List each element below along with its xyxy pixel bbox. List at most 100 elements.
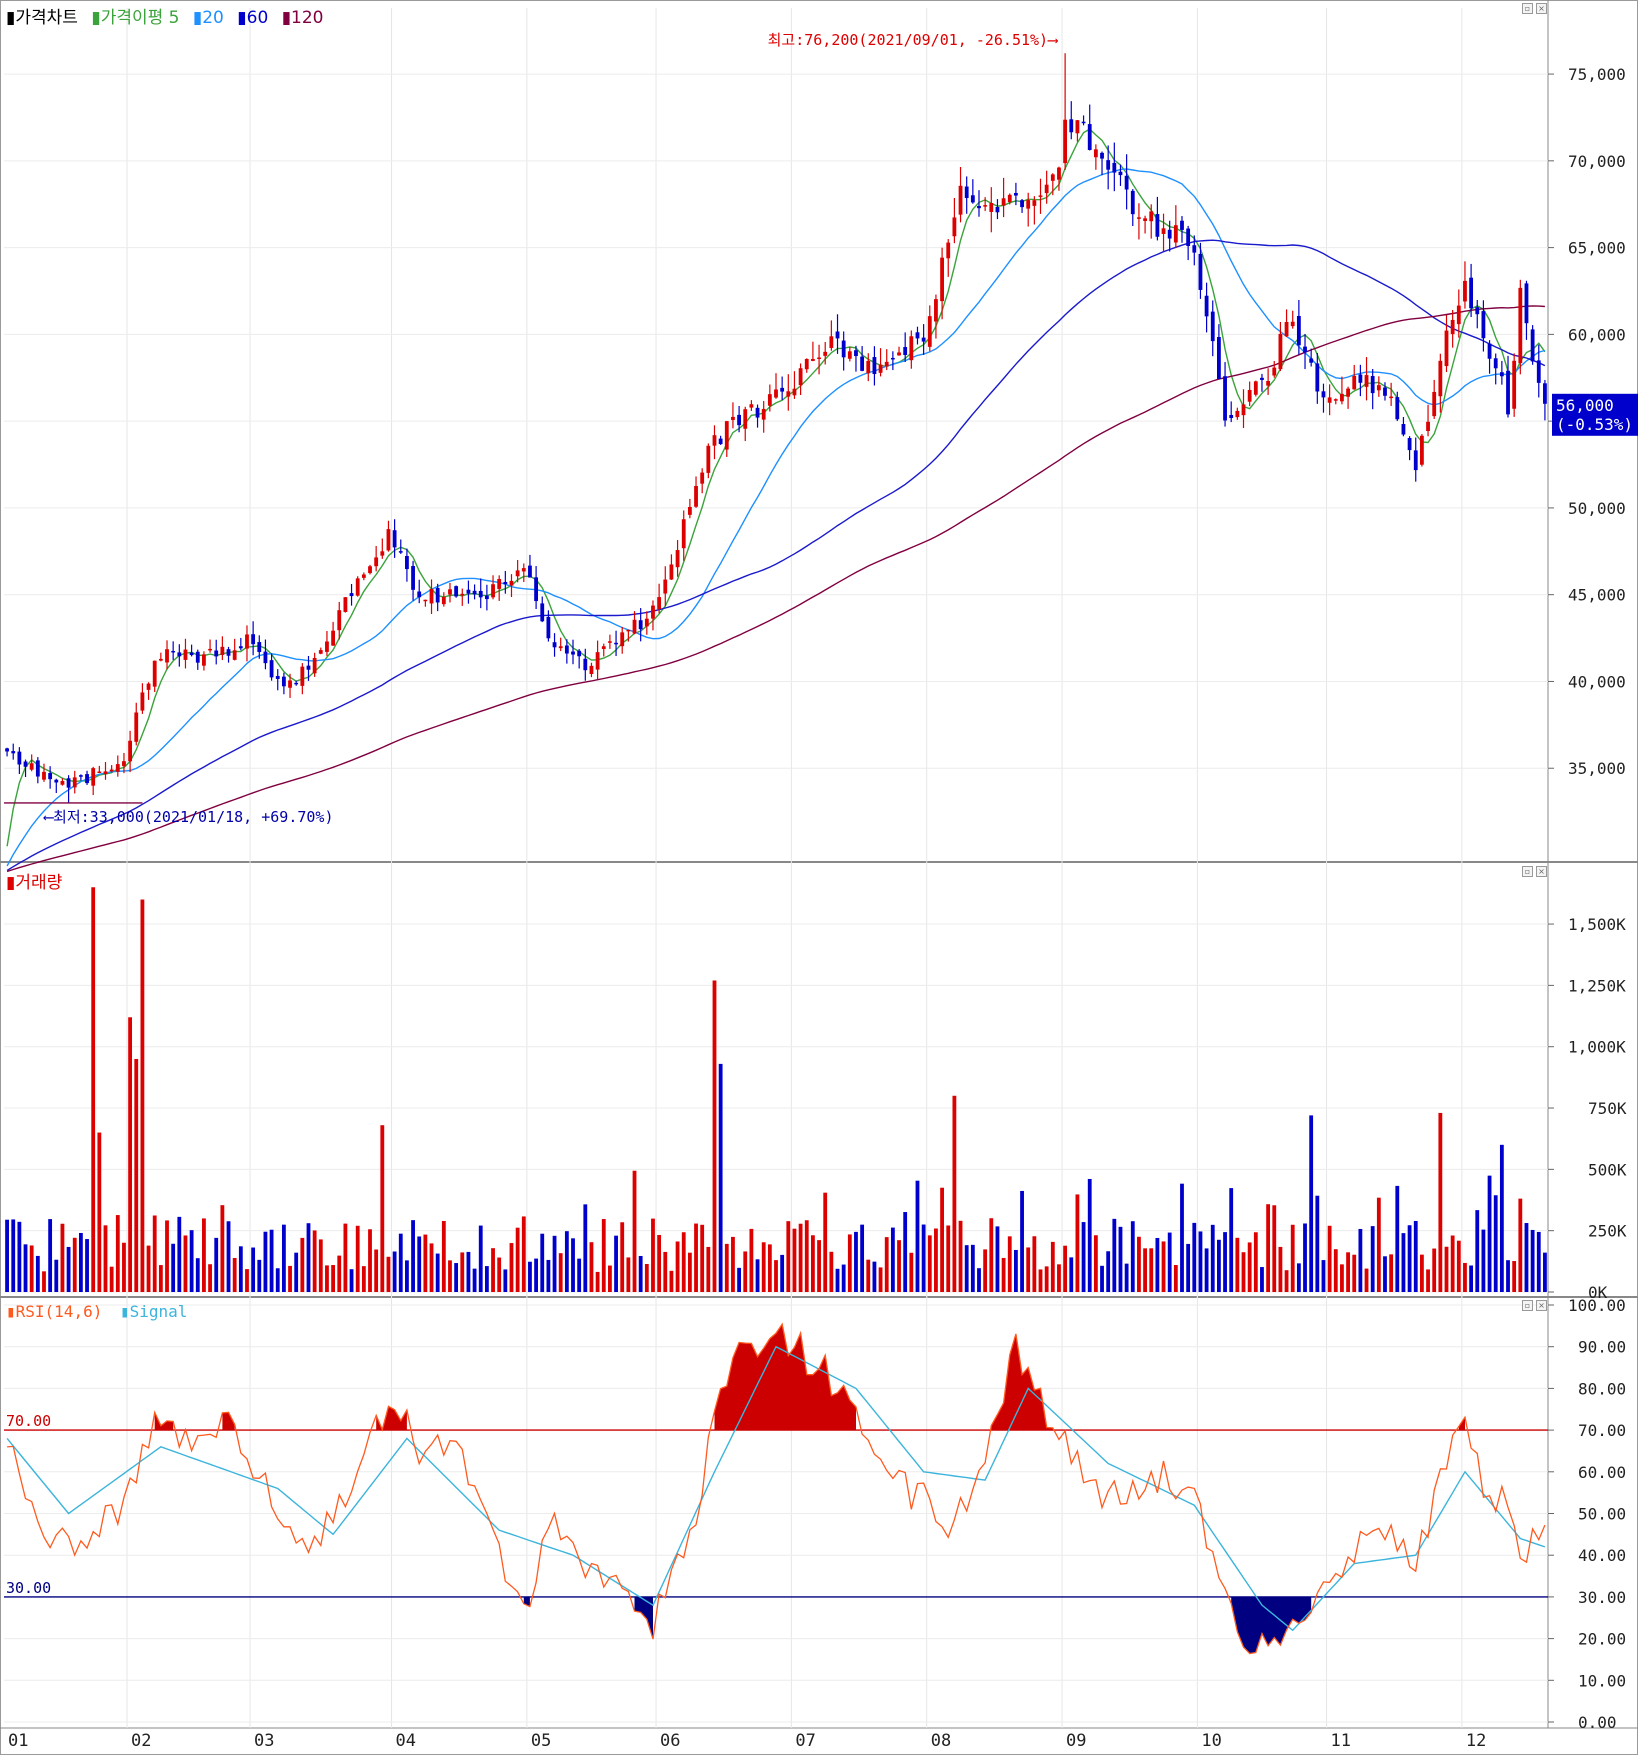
candle-body <box>1253 381 1258 395</box>
volume-bar <box>890 1227 895 1292</box>
candle-body <box>238 646 243 649</box>
close-icon[interactable]: × <box>1536 866 1547 877</box>
minimize-icon[interactable]: ▫ <box>1522 866 1533 877</box>
candle-body <box>817 357 821 360</box>
candle-body <box>1358 374 1363 383</box>
candle-body <box>1352 375 1357 390</box>
volume-bar <box>927 1235 932 1292</box>
volume-bar <box>417 1236 422 1292</box>
volume-bar <box>970 1244 975 1292</box>
volume-bar <box>534 1258 539 1292</box>
volume-bar <box>1272 1205 1277 1292</box>
candle-body <box>1543 383 1547 404</box>
volume-bar <box>103 1225 108 1292</box>
volume-bar <box>946 1225 951 1292</box>
candle-body <box>509 580 514 586</box>
volume-bar <box>140 899 145 1292</box>
candle-body <box>571 651 575 655</box>
volume-bar <box>1346 1252 1350 1292</box>
candle-body <box>454 586 459 597</box>
candle-body <box>429 588 434 604</box>
volume-bar <box>423 1234 428 1292</box>
volume-bar <box>651 1218 655 1292</box>
candle-body <box>614 642 618 645</box>
candle-body <box>1290 321 1295 327</box>
volume-bar <box>909 1252 914 1292</box>
rsi-legend: ▮RSI(14,6) ▮Signal <box>6 1302 195 1321</box>
candle-body <box>386 529 391 551</box>
candle-body <box>1346 388 1350 397</box>
x-tick-label: 07 <box>795 1731 815 1751</box>
volume-bar <box>1013 1249 1018 1292</box>
candle-body <box>521 568 526 572</box>
volume-bar <box>97 1132 102 1292</box>
minimize-icon[interactable]: ▫ <box>1522 1300 1533 1311</box>
legend-signal[interactable]: ▮Signal <box>119 1302 188 1321</box>
x-tick-label: 11 <box>1331 1731 1351 1751</box>
legend-price-chart[interactable]: ▮가격차트 <box>6 8 78 28</box>
price-y-tick-label: 65,000 <box>1568 239 1626 258</box>
candle-body <box>1530 329 1535 362</box>
candle-body <box>398 551 403 553</box>
volume-bar <box>405 1260 409 1292</box>
x-tick-label: 08 <box>931 1731 951 1751</box>
candle-body <box>1536 360 1541 383</box>
volume-y-tick-label: 500K <box>1588 1160 1627 1179</box>
candle-body <box>1499 372 1504 377</box>
candle-body <box>1512 360 1517 409</box>
close-icon[interactable]: × <box>1536 1300 1547 1311</box>
volume-bar <box>1278 1246 1283 1292</box>
volume-bar <box>23 1244 28 1292</box>
candle-body <box>860 356 865 371</box>
volume-bar <box>1438 1112 1443 1292</box>
volume-bar <box>429 1243 434 1292</box>
volume-bar <box>245 1269 249 1292</box>
candle-body <box>1278 333 1283 370</box>
candle-body <box>85 774 89 784</box>
volume-bar <box>11 1219 16 1292</box>
volume-bar <box>54 1259 59 1292</box>
volume-legend[interactable]: ▮거래량 <box>6 873 63 893</box>
candle-body <box>847 351 852 359</box>
volume-bar <box>1253 1232 1258 1292</box>
volume-bar <box>460 1252 465 1292</box>
volume-bar <box>1118 1226 1123 1292</box>
volume-bar <box>257 1259 262 1292</box>
rsi-y-tick-label: 90.00 <box>1578 1338 1626 1357</box>
candle-body <box>866 360 871 374</box>
volume-bar <box>638 1255 643 1292</box>
legend-ma5[interactable]: ▮가격이평 5 <box>91 8 180 28</box>
volume-bar <box>1340 1264 1344 1292</box>
candle-body <box>1007 194 1012 203</box>
volume-bar <box>1112 1218 1117 1292</box>
legend-ma60[interactable]: ▮60 <box>237 8 269 28</box>
volume-bar <box>109 1266 114 1292</box>
candle-body <box>1241 404 1246 416</box>
legend-ma120[interactable]: ▮120 <box>281 8 324 28</box>
candle-body <box>294 682 299 685</box>
minimize-icon[interactable]: ▫ <box>1522 3 1533 14</box>
candle-body <box>811 358 815 361</box>
candle-body <box>995 206 1000 213</box>
candle-body <box>1124 175 1129 190</box>
volume-bar <box>331 1265 336 1292</box>
volume-bar <box>564 1231 569 1292</box>
legend-ma20[interactable]: ▮20 <box>192 8 224 28</box>
candle-body <box>1161 228 1166 234</box>
volume-bar <box>601 1219 606 1292</box>
candle-body <box>337 610 342 631</box>
volume-y-tick-label: 1,500K <box>1568 915 1626 934</box>
candle-body <box>1223 376 1227 421</box>
close-icon[interactable]: × <box>1536 3 1547 14</box>
volume-bar <box>146 1245 151 1292</box>
volume-bar <box>115 1215 120 1292</box>
moving-average-60-line <box>6 239 1546 872</box>
volume-bar <box>989 1218 994 1292</box>
volume-bar <box>1364 1268 1369 1292</box>
candle-body <box>1444 330 1449 367</box>
candle-body <box>1370 376 1375 394</box>
legend-rsi[interactable]: ▮RSI(14,6) <box>6 1302 103 1321</box>
volume-bar <box>1499 1144 1504 1292</box>
candle-body <box>706 445 711 473</box>
